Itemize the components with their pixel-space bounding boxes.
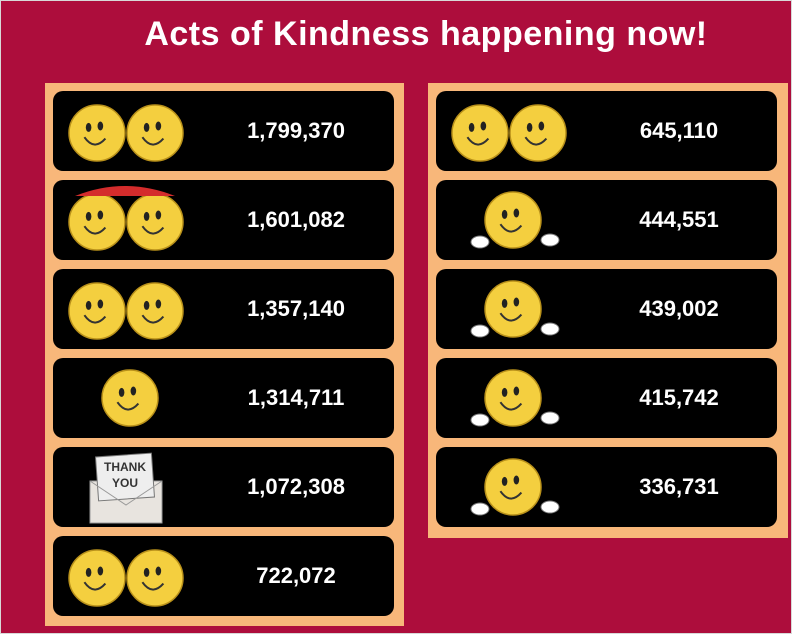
- emoji-eye: [502, 388, 508, 397]
- count: 415,742: [586, 358, 772, 438]
- emoji-eye: [119, 388, 125, 397]
- emoji-face: [485, 459, 541, 515]
- emoji-eye: [539, 122, 545, 131]
- emoji-icon: [55, 269, 205, 349]
- page: Acts of Kindness happening now! 1,799,37…: [0, 0, 792, 634]
- count: 1,314,711: [203, 358, 389, 438]
- emoji-hand: [471, 503, 489, 515]
- emoji-face: [69, 283, 125, 339]
- emoji-eye: [156, 122, 162, 131]
- emoji-hand: [541, 234, 559, 246]
- emoji-eye: [131, 387, 137, 396]
- emoji-icon: [438, 91, 588, 171]
- emoji-eye: [86, 212, 92, 221]
- emoji-icon: [438, 180, 588, 260]
- emoji-eye: [527, 123, 533, 132]
- emoji-icon: THANK YOU: [55, 447, 205, 527]
- emoji-eye: [144, 301, 150, 310]
- emoji-face: [452, 105, 508, 161]
- emoji-face: [69, 550, 125, 606]
- emoji-face: [485, 281, 541, 337]
- right-panel: 645,110 444,551 439,002 415,742 336,731: [428, 83, 788, 538]
- kindness-row: 1,601,082: [53, 180, 394, 260]
- emoji-hand: [541, 323, 559, 335]
- emoji-icon: [55, 180, 205, 260]
- emoji-face: [69, 194, 125, 250]
- kindness-row: 1,799,370: [53, 91, 394, 171]
- emoji-face: [510, 105, 566, 161]
- kindness-row: 1,357,140: [53, 269, 394, 349]
- count: 439,002: [586, 269, 772, 349]
- emoji-eye: [502, 477, 508, 486]
- card-text: THANK: [104, 460, 146, 474]
- card-text: YOU: [112, 476, 138, 490]
- kindness-row: 336,731: [436, 447, 777, 527]
- emoji-icon: [438, 447, 588, 527]
- count: 1,357,140: [203, 269, 389, 349]
- emoji-eye: [86, 123, 92, 132]
- emoji-eye: [144, 212, 150, 221]
- emoji-eye: [86, 568, 92, 577]
- emoji-eye: [156, 567, 162, 576]
- emoji-face: [127, 550, 183, 606]
- emoji-eye: [98, 211, 104, 220]
- emoji-eye: [156, 211, 162, 220]
- emoji-icon: [438, 358, 588, 438]
- emoji-eye: [514, 298, 520, 307]
- count: 444,551: [586, 180, 772, 260]
- emoji-hand: [471, 414, 489, 426]
- emoji-hand: [541, 412, 559, 424]
- emoji-hand: [541, 501, 559, 513]
- emoji-eye: [156, 300, 162, 309]
- emoji-eye: [502, 210, 508, 219]
- emoji-eye: [98, 300, 104, 309]
- emoji-face: [127, 105, 183, 161]
- emoji-eye: [514, 476, 520, 485]
- count: 1,799,370: [203, 91, 389, 171]
- count: 1,072,308: [203, 447, 389, 527]
- emoji-icon: [55, 91, 205, 171]
- title: Acts of Kindness happening now!: [61, 15, 791, 54]
- emoji-eye: [502, 299, 508, 308]
- emoji-eye: [514, 387, 520, 396]
- kindness-row: 645,110: [436, 91, 777, 171]
- emoji-eye: [98, 567, 104, 576]
- emoji-icon: [55, 358, 205, 438]
- kindness-row: 415,742: [436, 358, 777, 438]
- count: 722,072: [203, 536, 389, 616]
- emoji-hand: [471, 325, 489, 337]
- emoji-eye: [144, 568, 150, 577]
- emoji-icon: [438, 269, 588, 349]
- count: 1,601,082: [203, 180, 389, 260]
- emoji-icon: [55, 536, 205, 616]
- count: 645,110: [586, 91, 772, 171]
- emoji-face: [485, 192, 541, 248]
- emoji-hand: [471, 236, 489, 248]
- emoji-eye: [481, 122, 487, 131]
- kindness-row: 722,072: [53, 536, 394, 616]
- emoji-face: [102, 370, 158, 426]
- kindness-row: THANK YOU 1,072,308: [53, 447, 394, 527]
- emoji-eye: [514, 209, 520, 218]
- umbrella: [75, 186, 175, 196]
- emoji-face: [127, 283, 183, 339]
- emoji-eye: [469, 123, 475, 132]
- emoji-eye: [98, 122, 104, 131]
- kindness-row: 1,314,711: [53, 358, 394, 438]
- kindness-row: 444,551: [436, 180, 777, 260]
- emoji-eye: [86, 301, 92, 310]
- kindness-row: 439,002: [436, 269, 777, 349]
- emoji-face: [127, 194, 183, 250]
- left-panel: 1,799,370 1,601,082 1,357,140 1,314,711 THAN…: [45, 83, 404, 626]
- emoji-face: [69, 105, 125, 161]
- emoji-eye: [144, 123, 150, 132]
- count: 336,731: [586, 447, 772, 527]
- emoji-face: [485, 370, 541, 426]
